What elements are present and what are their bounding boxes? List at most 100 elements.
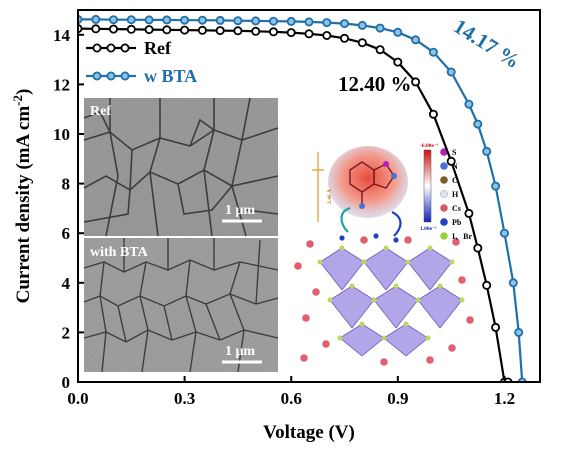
data-point-bta xyxy=(393,27,403,37)
element-symbol: S xyxy=(452,148,457,157)
y-axis-title-close: ) xyxy=(13,89,34,95)
y-tick-label: 6 xyxy=(62,224,71,243)
legend-label-ref: Ref xyxy=(144,38,172,58)
legend-marker-ref xyxy=(120,43,130,53)
data-point-bta xyxy=(233,16,243,26)
element-symbol: C xyxy=(452,176,458,185)
data-point-bta xyxy=(197,15,207,25)
data-point-ref xyxy=(233,26,243,36)
legend-marker-bta xyxy=(92,71,102,81)
data-point-ref xyxy=(322,30,332,40)
x-tick-label: 0.0 xyxy=(67,389,88,408)
element-key-item: C xyxy=(440,176,458,185)
data-point-ref xyxy=(304,29,314,39)
efficiency-label-ref: 12.40 % xyxy=(338,72,412,96)
element-key-item: H xyxy=(439,189,459,199)
data-point-ref xyxy=(251,26,261,36)
legend-item-bta: w BTA xyxy=(86,66,197,86)
x-tick-label: 0.6 xyxy=(281,389,302,408)
data-point-ref xyxy=(180,25,190,35)
data-point-ref xyxy=(91,24,101,34)
y-axis-title: Current density (mA cm-2) xyxy=(10,89,34,304)
x-tick-label: 0.9 xyxy=(387,389,408,408)
data-point-bta xyxy=(304,17,314,27)
data-point-bta xyxy=(286,16,296,26)
data-point-ref xyxy=(162,25,172,35)
element-swatch xyxy=(440,162,448,170)
y-tick-label: 10 xyxy=(53,125,70,144)
x-tick-label: 0.3 xyxy=(174,389,195,408)
data-point-bta xyxy=(268,16,278,26)
data-point-bta xyxy=(162,15,172,25)
legend: Ref w BTA xyxy=(86,38,197,86)
esp-colorbar: -6.00e⁻¹ 1.00e⁻¹ xyxy=(420,143,439,232)
element-key-item: Cs xyxy=(440,204,461,213)
element-swatch xyxy=(440,218,448,226)
binding-annotation: 2.46 Å xyxy=(312,152,402,237)
y-tick-label: 4 xyxy=(62,274,71,293)
sem-bta-label: with BTA xyxy=(90,245,149,260)
legend-marker-ref xyxy=(106,43,116,53)
y-tick-label: 0 xyxy=(62,373,71,392)
legend-item-ref: Ref xyxy=(86,38,172,58)
data-point-bta xyxy=(91,14,101,24)
element-symbol: I、Br xyxy=(452,232,472,241)
data-point-bta xyxy=(428,47,438,57)
legend-marker-bta xyxy=(120,71,130,81)
molecule-schematic: -6.00e⁻¹ 1.00e⁻¹ 2.46 Å xyxy=(294,143,474,366)
perovskite-lattice xyxy=(294,233,474,366)
legend-label-bta: w BTA xyxy=(144,66,197,86)
data-point-ref xyxy=(375,45,385,55)
sem-inset-ref: Ref 1 μm xyxy=(83,97,279,237)
data-point-ref xyxy=(126,24,136,34)
data-point-bta xyxy=(411,35,421,45)
data-point-ref xyxy=(109,24,119,34)
data-point-bta xyxy=(357,20,367,30)
data-point-bta xyxy=(180,15,190,25)
data-point-ref xyxy=(482,280,492,290)
y-tick-label: 2 xyxy=(62,323,71,342)
x-tick-label: 1.2 xyxy=(494,389,515,408)
data-point-bta xyxy=(144,15,154,25)
element-symbol: Cs xyxy=(452,204,461,213)
data-point-ref xyxy=(339,33,349,43)
binding-distance-label: 2.46 Å xyxy=(325,189,333,204)
data-point-bta xyxy=(375,23,385,33)
data-point-ref xyxy=(491,322,501,332)
data-point-ref xyxy=(411,77,421,87)
y-tick-label: 8 xyxy=(62,175,71,194)
x-axis-title: Voltage (V) xyxy=(263,422,355,443)
data-point-bta xyxy=(251,16,261,26)
data-point-ref xyxy=(464,208,474,218)
scale-bar-top-label: 1 μm xyxy=(225,203,255,218)
data-point-bta xyxy=(215,15,225,25)
series-layer xyxy=(78,14,527,382)
plot-frame xyxy=(77,9,541,383)
data-point-bta xyxy=(473,119,483,129)
data-point-bta xyxy=(126,15,136,25)
data-point-bta xyxy=(109,15,119,25)
sem-inset-bta: with BTA 1 μm xyxy=(83,238,279,373)
y-axis-title-sup: -2 xyxy=(10,95,25,106)
y-tick-label: 14 xyxy=(53,26,71,45)
data-point-bta xyxy=(508,278,518,288)
element-swatch xyxy=(439,189,449,199)
legend-marker-ref xyxy=(92,43,102,53)
data-point-bta xyxy=(464,99,474,109)
nitrogen-atom xyxy=(391,173,397,179)
element-symbol: N xyxy=(452,162,458,171)
nitrogen-atom xyxy=(359,203,365,209)
data-point-bta xyxy=(499,228,509,238)
esp-molecule xyxy=(328,146,408,218)
data-point-ref xyxy=(473,243,483,253)
data-point-ref xyxy=(286,28,296,38)
sem-ref-label: Ref xyxy=(90,104,111,119)
data-point-ref xyxy=(393,57,403,67)
tick-layer: 0.0 0.3 0.6 0.9 1.2 0 2 4 6 8 10 12 14 xyxy=(53,26,515,408)
data-point-ref xyxy=(144,25,154,35)
y-axis-title-main: Current density (mA cm xyxy=(13,106,34,304)
element-key-item: Pb xyxy=(440,218,462,227)
data-point-ref xyxy=(446,156,456,166)
data-point-ref xyxy=(268,27,278,37)
